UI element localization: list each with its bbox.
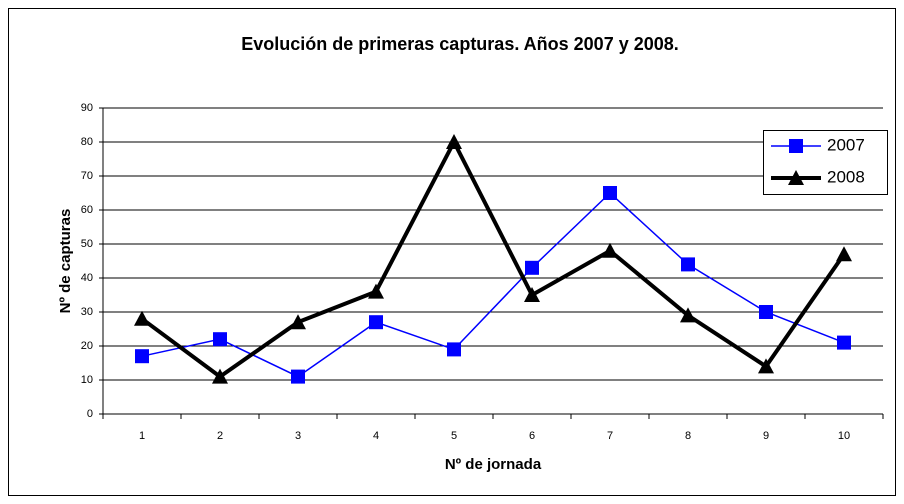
point bbox=[759, 305, 773, 319]
x-tick-label: 6 bbox=[529, 430, 535, 442]
point bbox=[212, 368, 228, 384]
y-tick-label: 50 bbox=[81, 238, 93, 250]
x-tick-label: 2 bbox=[217, 430, 223, 442]
legend-marker bbox=[788, 170, 804, 185]
chart-title: Evolución de primeras capturas. Años 200… bbox=[241, 34, 679, 54]
x-tick-label: 4 bbox=[373, 430, 379, 442]
y-tick-label: 20 bbox=[81, 340, 93, 352]
x-tick-label: 7 bbox=[607, 430, 613, 442]
point bbox=[602, 242, 618, 258]
legend-label: 2007 bbox=[827, 135, 865, 154]
y-tick-label: 70 bbox=[81, 170, 93, 182]
point bbox=[758, 358, 774, 374]
point bbox=[837, 335, 851, 350]
series-line bbox=[140, 137, 846, 380]
x-tick-label: 9 bbox=[763, 430, 769, 442]
point bbox=[446, 134, 462, 149]
point bbox=[135, 349, 149, 364]
point bbox=[525, 260, 539, 275]
x-tick-label: 10 bbox=[838, 430, 850, 442]
point bbox=[134, 310, 150, 326]
legend-marker bbox=[789, 139, 803, 153]
point bbox=[836, 246, 852, 262]
y-tick-label: 10 bbox=[81, 374, 93, 386]
chart-frame bbox=[8, 8, 896, 496]
point bbox=[680, 307, 696, 323]
y-axis-label: Nº de capturas bbox=[57, 209, 74, 314]
x-tick-label: 8 bbox=[685, 430, 691, 442]
point bbox=[369, 315, 383, 330]
y-tick-label: 0 bbox=[87, 408, 93, 420]
y-tick-label: 80 bbox=[81, 136, 93, 148]
x-tick-label: 5 bbox=[451, 430, 457, 442]
point bbox=[524, 287, 540, 302]
legend bbox=[763, 130, 888, 195]
x-axis-label: Nº de jornada bbox=[445, 456, 542, 473]
point bbox=[368, 283, 384, 299]
series-line bbox=[141, 191, 845, 378]
point bbox=[213, 332, 227, 347]
x-tick-label: 3 bbox=[295, 430, 301, 442]
point bbox=[447, 342, 461, 357]
y-tick-label: 40 bbox=[81, 272, 93, 284]
point bbox=[681, 257, 695, 272]
point bbox=[291, 369, 305, 384]
x-tick-label: 1 bbox=[139, 430, 145, 442]
y-tick-label: 60 bbox=[81, 204, 93, 216]
point bbox=[290, 314, 306, 330]
legend-label: 2008 bbox=[827, 167, 865, 186]
y-tick-label: 90 bbox=[81, 102, 93, 114]
y-tick-label: 30 bbox=[81, 306, 93, 318]
point bbox=[603, 186, 617, 200]
